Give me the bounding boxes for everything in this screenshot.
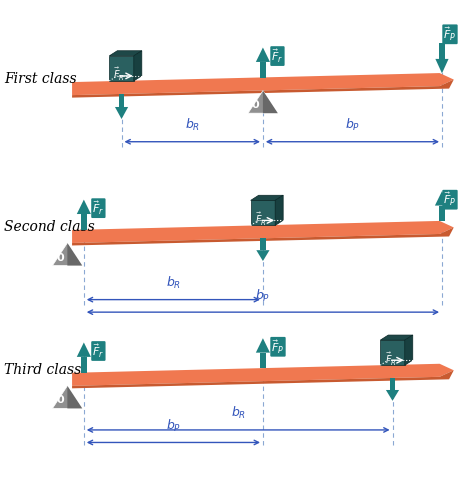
Polygon shape	[248, 91, 278, 113]
Polygon shape	[256, 338, 270, 353]
Polygon shape	[72, 227, 454, 245]
Text: $\vec{F}_R$: $\vec{F}_R$	[255, 211, 267, 228]
Text: $b_R$: $b_R$	[166, 275, 181, 291]
Polygon shape	[390, 379, 395, 390]
Text: Second class: Second class	[4, 220, 94, 234]
Text: $b_R$: $b_R$	[230, 405, 246, 421]
Text: 0: 0	[56, 396, 64, 406]
Polygon shape	[72, 364, 454, 386]
Text: $b_P$: $b_P$	[345, 117, 360, 133]
Polygon shape	[251, 201, 275, 225]
Polygon shape	[77, 200, 91, 214]
Polygon shape	[134, 51, 142, 81]
Polygon shape	[53, 243, 82, 266]
Polygon shape	[72, 73, 454, 95]
Polygon shape	[81, 214, 87, 230]
Polygon shape	[115, 107, 128, 119]
Polygon shape	[77, 342, 91, 357]
Text: First class: First class	[4, 72, 76, 86]
Text: $b_R$: $b_R$	[185, 117, 200, 133]
Text: 0: 0	[56, 253, 64, 263]
Text: $b_P$: $b_P$	[166, 418, 181, 434]
Polygon shape	[72, 80, 454, 98]
Polygon shape	[260, 353, 266, 368]
Text: $\vec{F}_r$: $\vec{F}_r$	[92, 342, 104, 360]
Polygon shape	[263, 91, 278, 113]
Text: $b_P$: $b_P$	[255, 287, 271, 303]
Polygon shape	[436, 59, 448, 74]
Text: Third class: Third class	[4, 363, 81, 377]
Polygon shape	[72, 221, 454, 243]
Polygon shape	[251, 195, 283, 201]
Polygon shape	[81, 357, 87, 372]
Polygon shape	[260, 238, 265, 250]
Polygon shape	[275, 195, 283, 225]
Polygon shape	[72, 370, 454, 389]
Polygon shape	[439, 43, 445, 59]
Text: $\vec{F}_r$: $\vec{F}_r$	[272, 47, 283, 65]
Polygon shape	[256, 250, 270, 261]
Polygon shape	[380, 340, 405, 365]
Polygon shape	[439, 206, 445, 221]
Polygon shape	[380, 335, 413, 340]
Polygon shape	[386, 390, 399, 401]
Polygon shape	[67, 243, 82, 266]
Polygon shape	[109, 51, 142, 56]
Polygon shape	[405, 335, 413, 365]
Polygon shape	[67, 386, 82, 408]
Text: $\vec{F}_R$: $\vec{F}_R$	[113, 66, 125, 83]
Text: $\vec{F}_P$: $\vec{F}_P$	[443, 191, 456, 209]
Text: $\vec{F}_P$: $\vec{F}_P$	[443, 26, 456, 43]
Polygon shape	[53, 386, 82, 408]
Polygon shape	[435, 191, 449, 206]
Polygon shape	[256, 47, 270, 62]
Text: 0: 0	[252, 100, 259, 110]
Text: $\vec{F}_P$: $\vec{F}_P$	[272, 338, 284, 355]
Polygon shape	[109, 56, 134, 81]
Polygon shape	[119, 94, 124, 107]
Text: $\vec{F}_R$: $\vec{F}_R$	[385, 350, 397, 367]
Text: $\vec{F}_r$: $\vec{F}_r$	[92, 200, 104, 217]
Polygon shape	[260, 62, 266, 78]
